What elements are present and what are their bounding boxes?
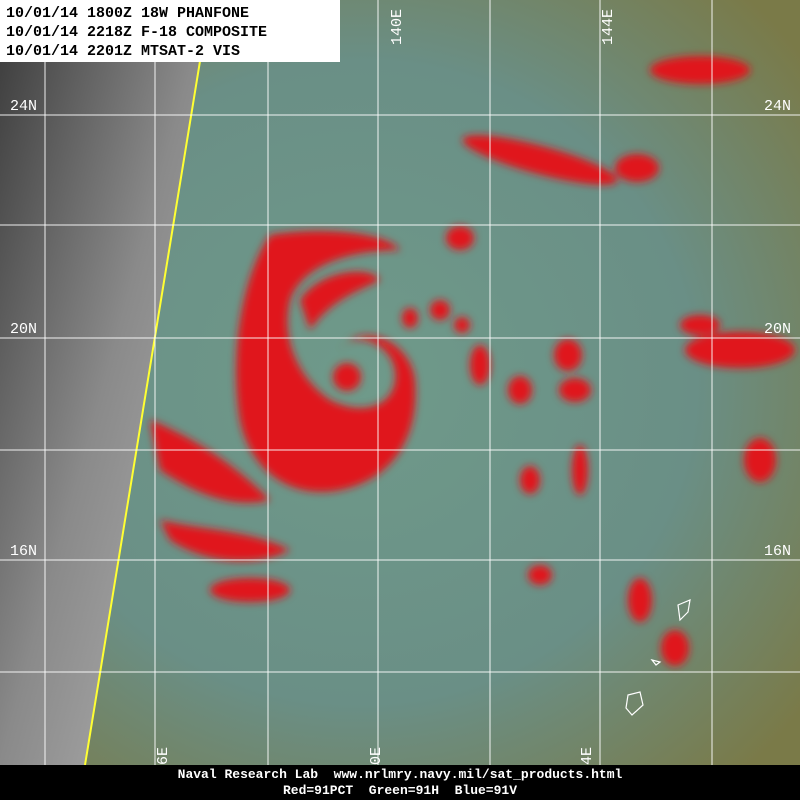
- swath-edge: [84, 0, 211, 766]
- footer-line: Red=91PCT Green=91H Blue=91V: [283, 783, 517, 798]
- longitude-label: 0E: [368, 747, 385, 765]
- latitude-label: 16N: [764, 543, 791, 560]
- header-line: 10/01/14 2218Z F-18 COMPOSITE: [6, 24, 267, 41]
- header-line: 10/01/14 1800Z 18W PHANFONE: [6, 5, 249, 22]
- longitude-label: 4E: [579, 747, 596, 765]
- latitude-label: 24N: [764, 98, 791, 115]
- latitude-label: 20N: [764, 321, 791, 338]
- latitude-label: 24N: [10, 98, 37, 115]
- latitude-label: 16N: [10, 543, 37, 560]
- longitude-label: 140E: [389, 9, 406, 45]
- coastlines: [625, 599, 691, 716]
- footer-band: [0, 765, 800, 800]
- header-box: [0, 0, 340, 62]
- visible-imagery: [0, 0, 210, 765]
- footer-line: Naval Research Lab www.nrlmry.navy.mil/s…: [178, 767, 623, 782]
- lat-lon-grid: [0, 0, 800, 765]
- longitude-label: 6E: [155, 747, 172, 765]
- latitude-label: 20N: [10, 321, 37, 338]
- header-line: 10/01/14 2201Z MTSAT-2 VIS: [6, 43, 240, 60]
- longitude-label: 144E: [600, 9, 617, 45]
